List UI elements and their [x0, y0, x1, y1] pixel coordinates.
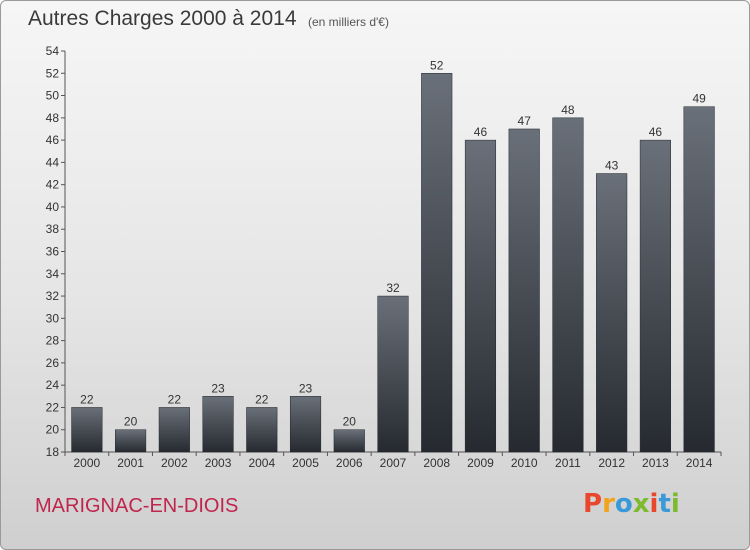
bar	[683, 106, 715, 453]
logo-letter: t	[658, 489, 671, 519]
bar-value-label: 46	[649, 125, 663, 139]
bar-value-label: 22	[255, 392, 269, 406]
bar	[202, 396, 234, 453]
bar	[464, 139, 497, 453]
y-tick-label: 40	[46, 200, 60, 214]
logo-letter: P	[583, 489, 603, 519]
chart-subtitle: (en milliers d'€)	[308, 15, 389, 29]
x-tick-label: 2005	[292, 456, 319, 470]
bar	[508, 128, 540, 453]
y-axis: 18 20 22 24 26 28 30 32 34 36 38 40 42 44 46 48 50 52 54	[46, 44, 66, 459]
bar	[639, 139, 671, 453]
y-tick-label: 48	[46, 111, 60, 125]
logo-letter: o	[614, 489, 633, 519]
y-tick-label: 44	[46, 155, 60, 169]
bar	[289, 396, 322, 453]
y-tick-label: 22	[46, 400, 60, 414]
bar-value-label: 20	[124, 415, 138, 429]
y-tick-label: 54	[46, 44, 60, 58]
bar	[71, 407, 103, 453]
bar	[552, 117, 584, 453]
value-labels-group: 22 20 22 23 22 23 20 32 52 46 47 48 43 46 49	[80, 58, 706, 428]
bar	[421, 73, 453, 453]
bar-value-label: 49	[692, 92, 706, 106]
x-tick-label: 2000	[74, 456, 101, 470]
bar-value-label: 23	[299, 381, 313, 395]
x-tick-label: 2006	[336, 456, 363, 470]
x-tick-label: 2007	[380, 456, 407, 470]
bars-group	[71, 73, 715, 453]
y-tick-label: 30	[46, 311, 60, 325]
bar-value-label: 46	[474, 125, 488, 139]
bar-value-label: 32	[386, 281, 400, 295]
y-tick-label: 42	[46, 178, 60, 192]
x-tick-label: 2001	[117, 456, 144, 470]
bar-value-label: 52	[430, 58, 444, 72]
chart-title: Autres Charges 2000 à 2014	[28, 7, 297, 30]
y-tick-label: 32	[46, 289, 60, 303]
y-tick-label: 38	[46, 222, 60, 236]
bar	[246, 407, 278, 453]
logo-letter: i	[670, 489, 680, 519]
bar	[596, 173, 628, 453]
proxiti-logo[interactable]: Proxiti	[583, 489, 680, 519]
y-tick-label: 26	[46, 356, 60, 370]
y-tick-label: 34	[46, 267, 60, 281]
x-tick-label: 2008	[423, 456, 450, 470]
y-tick-label: 24	[46, 378, 60, 392]
x-tick-label: 2012	[598, 456, 625, 470]
logo-letter: i	[649, 489, 659, 519]
x-tick-label: 2004	[248, 456, 275, 470]
bar	[377, 295, 409, 453]
bar-value-label: 47	[518, 114, 532, 128]
y-tick-label: 20	[46, 423, 60, 437]
bar	[333, 429, 365, 453]
bar-value-label: 22	[168, 392, 182, 406]
bar	[115, 429, 147, 453]
y-tick-label: 52	[46, 66, 60, 80]
logo-letter: r	[602, 489, 615, 519]
y-tick-label: 18	[46, 445, 60, 459]
y-tick-label: 50	[46, 89, 60, 103]
y-tick-label: 36	[46, 245, 60, 259]
bar-value-label: 20	[343, 415, 357, 429]
bar-value-label: 23	[211, 381, 225, 395]
x-tick-label: 2010	[511, 456, 538, 470]
bar-value-label: 22	[80, 392, 94, 406]
x-tick-label: 2009	[467, 456, 494, 470]
x-tick-label: 2011	[555, 456, 581, 470]
y-tick-label: 28	[46, 334, 60, 348]
x-tick-label: 2002	[161, 456, 188, 470]
logo-letter: x	[632, 489, 650, 519]
bar	[158, 407, 190, 453]
bar-value-label: 48	[561, 103, 575, 117]
x-tick-label: 2014	[686, 456, 713, 470]
x-axis: 2000 2001 2002 2003 2004 2005 2006 2007 2008 2009…	[64, 451, 722, 470]
bar-value-label: 43	[605, 159, 619, 173]
town-name: MARIGNAC-EN-DIOIS	[35, 495, 239, 517]
y-tick-label: 46	[46, 133, 60, 147]
x-tick-label: 2013	[642, 456, 669, 470]
x-tick-label: 2003	[205, 456, 232, 470]
